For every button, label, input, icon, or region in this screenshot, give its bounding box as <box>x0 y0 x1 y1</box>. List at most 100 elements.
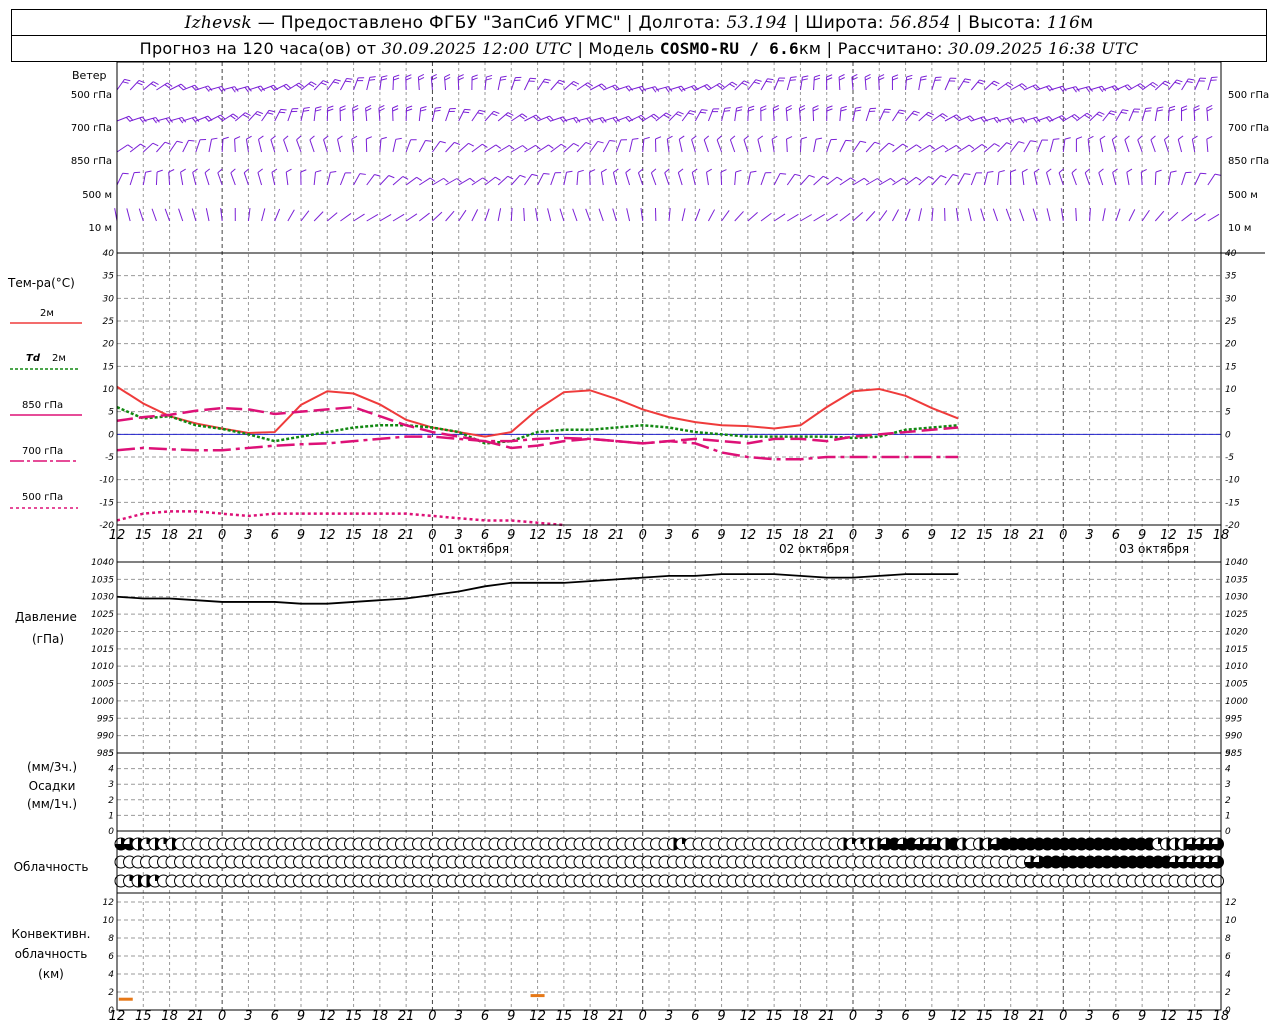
altitude-unit: м <box>1080 13 1094 33</box>
wind-barb-feather <box>655 136 662 140</box>
wind-barb-feather <box>865 76 871 81</box>
precipitation-y-tick-label-right: 0 <box>1225 827 1231 837</box>
wind-barb-feather <box>136 82 143 86</box>
wind-barb <box>243 172 249 186</box>
wind-barb <box>156 141 166 153</box>
x-tick-label: 18 <box>1002 528 1019 543</box>
pressure-y-tick-label-right: 990 <box>1225 732 1242 742</box>
wind-barb <box>155 171 158 186</box>
wind-barb-feather <box>678 135 685 140</box>
wind-barb <box>1140 171 1143 186</box>
wind-barb-feather <box>191 85 197 91</box>
wind-barb-feather <box>482 143 488 148</box>
wind-barb-feather <box>1188 78 1195 81</box>
wind-barb <box>274 208 281 222</box>
wind-barb-feather <box>257 168 263 173</box>
wind-barb-feather <box>1112 168 1118 173</box>
wind-barb-feather <box>270 86 276 92</box>
wind-barb <box>458 177 471 186</box>
wind-barb <box>1163 139 1169 153</box>
wind-barb-feather <box>156 169 163 173</box>
wind-barb-feather <box>1112 135 1118 140</box>
wind-barb <box>1141 81 1153 91</box>
wind-barb-feather <box>1071 115 1077 121</box>
wind-barb <box>217 172 223 186</box>
wind-barb-feather <box>1074 114 1080 119</box>
wind-barb-feather <box>337 135 343 140</box>
x-tick-label: 21 <box>188 528 205 543</box>
wind-barb-feather <box>164 141 171 145</box>
wind-barb-feather <box>571 82 577 87</box>
wind-barb-feather <box>899 109 906 112</box>
wind-barb <box>271 172 276 186</box>
pressure-y-tick-label: 990 <box>97 732 114 742</box>
wind-barb-feather <box>378 104 385 109</box>
wind-barb-feather <box>1101 85 1107 92</box>
wind-barb <box>944 174 954 186</box>
x-tick-label: 6 <box>1112 528 1120 543</box>
wind-barb-feather <box>402 176 409 180</box>
wind-barb-feather <box>812 105 819 109</box>
forecast-start: 30.09.2025 12:00 UTC <box>381 39 573 58</box>
wind-barb <box>773 173 781 186</box>
wind-barb <box>392 213 405 222</box>
wind-barb <box>221 113 234 122</box>
temperature-y-tick-label-right: 40 <box>1225 249 1237 259</box>
wind-barb-feather <box>1157 106 1164 109</box>
wind-barb-feather <box>1137 84 1143 90</box>
wind-barb <box>918 77 922 91</box>
wind-barb-feather <box>283 135 289 141</box>
wind-barb-feather <box>981 144 988 149</box>
temperature-y-tick-label: 25 <box>103 317 115 327</box>
wind-barb-feather <box>1088 86 1093 92</box>
wind-barb-feather <box>757 135 764 140</box>
wind-barb-feather <box>1022 117 1028 123</box>
wind-barb <box>1181 212 1193 222</box>
wind-barb-feather <box>1046 117 1051 123</box>
wind-barb <box>392 76 395 91</box>
wind-barb <box>655 86 669 91</box>
wind-barb-feather <box>1168 108 1175 112</box>
wind-barb-feather <box>845 139 852 142</box>
wind-barb <box>629 85 643 91</box>
wind-barb <box>1207 173 1216 186</box>
wind-barb-feather <box>801 78 808 81</box>
wind-barb <box>729 139 736 153</box>
wind-barb-feather <box>434 109 441 112</box>
x-tick-label: 15 <box>976 1009 993 1024</box>
wind-barb-feather <box>589 169 596 173</box>
convective-y-tick-label: 4 <box>108 970 114 980</box>
wind-barb <box>247 208 251 222</box>
wind-barb <box>983 172 988 186</box>
convective-y-tick-label-right: 10 <box>1225 916 1237 926</box>
x-tick-label: 18 <box>582 528 599 543</box>
precipitation-y-tick-label-right: 4 <box>1225 765 1231 775</box>
wind-barb <box>550 79 560 91</box>
x-tick-label: 21 <box>1029 1009 1046 1024</box>
wind-barb-feather <box>597 140 604 144</box>
wind-barb <box>970 144 983 153</box>
x-tick-label: 0 <box>639 1009 647 1024</box>
wind-barb-feather <box>760 105 767 109</box>
wind-barb-feather <box>667 135 673 140</box>
wind-barb-feather <box>500 75 507 78</box>
x-tick-label: 0 <box>1059 1009 1067 1024</box>
wind-barb <box>812 107 815 122</box>
wind-barb-feather <box>942 113 948 118</box>
wind-barb <box>274 83 287 91</box>
wind-barb-feather <box>863 177 870 183</box>
wind-barb-feather <box>231 87 236 93</box>
wind-barb <box>164 208 171 222</box>
wind-barb-feather <box>374 174 381 177</box>
wind-barb-feather <box>346 78 353 80</box>
wind-barb-feather <box>1181 108 1188 112</box>
wind-barb <box>300 108 305 122</box>
wind-barb <box>971 116 984 122</box>
wind-barb-feather <box>979 79 986 83</box>
x-tick-label: 3 <box>1085 1009 1093 1024</box>
pressure-y-tick-label: 1040 <box>91 558 114 568</box>
wind-barb <box>905 176 917 186</box>
wind-barb <box>248 111 258 122</box>
temperature-y-tick-label: 35 <box>103 272 115 282</box>
